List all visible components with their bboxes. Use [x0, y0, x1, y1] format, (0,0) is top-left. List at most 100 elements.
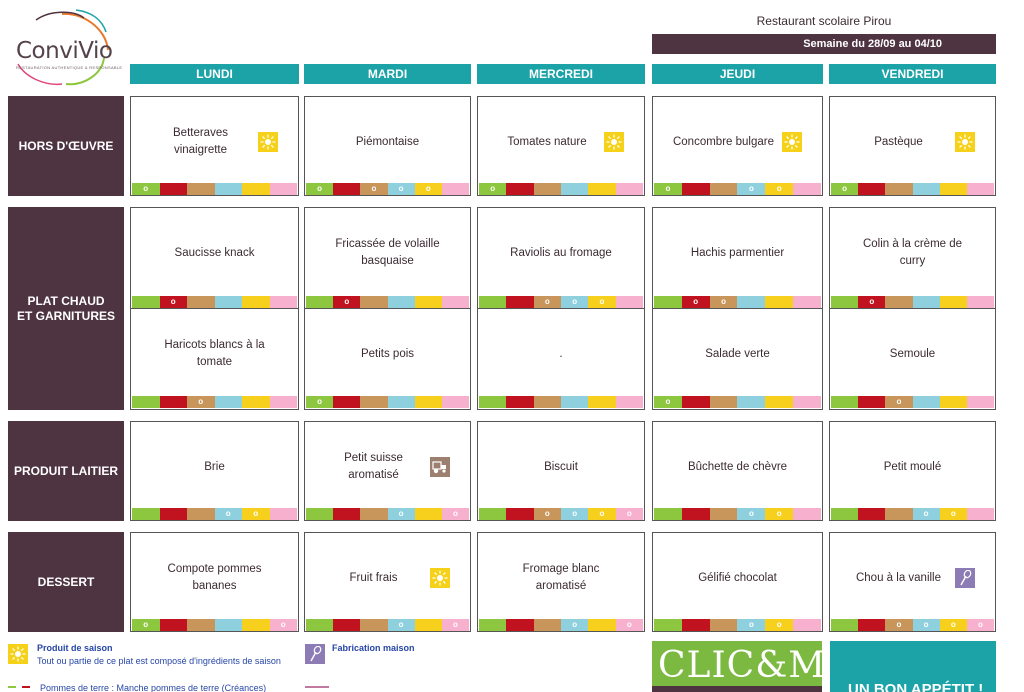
dish-name: Gélifié chocolat: [657, 553, 818, 603]
allergen-segment: [533, 619, 561, 631]
legend-cut-text: Pommes de terre : Manche pommes de terre…: [40, 683, 267, 692]
dish-name: Chou à la vanille: [834, 553, 963, 603]
allergen-segment: o: [765, 183, 794, 195]
allergen-segment: [615, 396, 643, 408]
allergen-segment: o: [681, 296, 710, 308]
allergen-marker: o: [923, 509, 929, 518]
dish-line: Gélifié chocolat: [698, 571, 777, 584]
allergen-segment: [214, 396, 242, 408]
allergen-segment: [858, 508, 886, 520]
allergen-segment: [159, 619, 187, 631]
allergen-segment: [709, 396, 738, 408]
allergen-segment: [214, 619, 242, 631]
allergen-segment: o: [306, 396, 334, 408]
allergen-segment: o: [479, 183, 507, 195]
allergen-segment: [132, 508, 160, 520]
dish-name: Petit suisse aromatisé: [309, 442, 438, 492]
allergen-bar: o: [831, 296, 995, 308]
allergen-segment: [333, 508, 361, 520]
allergen-segment: o: [858, 296, 886, 308]
allergen-segment: [187, 296, 215, 308]
allergen-segment: [479, 396, 507, 408]
legend-maison-title: Fabrication maison: [332, 643, 415, 653]
clic-miam-banner: CLIC&MIAM!: [652, 641, 822, 692]
allergen-segment: [939, 183, 967, 195]
allergen-segment: o: [615, 619, 643, 631]
allergen-marker: o: [253, 509, 259, 518]
allergen-segment: [709, 508, 738, 520]
allergen-marker: o: [453, 509, 458, 518]
legend-saison-sun-icon: [8, 644, 28, 664]
dish-line: Raviolis au fromage: [510, 246, 612, 259]
sun-icon: [258, 132, 278, 152]
menu-cell-plat-jeudi: Hachis parmentier o o: [652, 207, 823, 309]
allergen-segment: [414, 296, 442, 308]
menu-cell-laitier-mardi: Petit suisse aromatisé o o: [304, 421, 471, 521]
allergen-segment: [793, 183, 821, 195]
allergen-marker: o: [398, 509, 404, 518]
allergen-segment: [831, 619, 859, 631]
day-header-mercredi: MERCREDI: [477, 64, 645, 84]
allergen-marker: o: [544, 297, 550, 306]
allergen-marker: o: [776, 620, 782, 629]
allergen-marker: o: [544, 509, 550, 518]
allergen-marker: o: [923, 620, 929, 629]
allergen-segment: [654, 508, 682, 520]
allergen-marker: o: [317, 184, 323, 193]
allergen-segment: [360, 619, 388, 631]
dish-line: Biscuit: [544, 460, 578, 473]
logo-name: ConviVio: [16, 38, 113, 64]
allergen-bar: o: [654, 396, 821, 408]
category-label: PRODUIT LAITIER: [14, 463, 118, 478]
allergen-segment: o: [737, 619, 766, 631]
dish-name: Salade verte: [657, 329, 818, 379]
sun-icon: [782, 132, 802, 152]
menu-cell-plat-lundi: Saucisse knack o: [130, 207, 299, 309]
allergen-segment: [912, 296, 940, 308]
allergen-segment: o: [709, 296, 738, 308]
allergen-marker: o: [225, 509, 231, 518]
allergen-segment: [269, 508, 297, 520]
logo-tagline: RESTAURATION AUTHENTIQUE & RESPONSABLE: [16, 65, 123, 70]
allergen-segment: [966, 396, 995, 408]
allergen-segment: [939, 296, 967, 308]
allergen-marker: o: [453, 620, 458, 629]
allergen-segment: o: [737, 508, 766, 520]
dish-line: Salade verte: [705, 347, 770, 360]
allergen-segment: o: [132, 619, 160, 631]
dish-name: Raviolis au fromage: [482, 228, 640, 278]
allergen-marker: o: [143, 620, 149, 629]
allergen-segment: [479, 619, 507, 631]
allergen-segment: o: [588, 296, 616, 308]
allergen-marker: o: [572, 509, 578, 518]
convivio-logo: ConviVio RESTAURATION AUTHENTIQUE & RESP…: [6, 8, 122, 88]
allergen-segment: o: [831, 183, 859, 195]
allergen-segment: o: [912, 508, 940, 520]
allergen-segment: [132, 296, 160, 308]
allergen-segment: [533, 183, 561, 195]
allergen-marker: o: [842, 184, 848, 193]
allergen-segment: o: [187, 396, 215, 408]
allergen-bar: o: [132, 396, 297, 408]
allergen-segment: [269, 183, 297, 195]
allergen-segment: o: [654, 396, 682, 408]
allergen-segment: o: [560, 296, 589, 308]
allergen-segment: o: [214, 508, 242, 520]
day-header-jeudi: JEUDI: [652, 64, 823, 84]
day-header-mardi: MARDI: [304, 64, 471, 84]
allergen-marker: o: [280, 620, 286, 629]
allergen-segment: [441, 296, 470, 308]
dish-name: Haricots blancs à la tomate: [135, 329, 294, 379]
dish-name: Compote pommes bananes: [135, 553, 294, 603]
menu-cell-laitier-lundi: Brie o o: [130, 421, 299, 521]
dish-line: aromatisé: [348, 469, 399, 481]
menu-cell-plat-vendredi: Colin à la crème de curry o: [829, 207, 996, 309]
allergen-marker: o: [896, 397, 902, 406]
allergen-segment: [885, 183, 913, 195]
